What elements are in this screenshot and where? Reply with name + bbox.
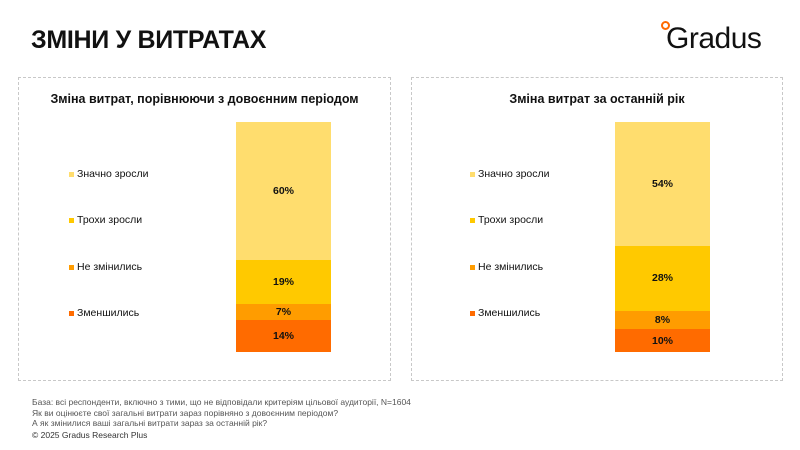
data-label: 14% <box>272 329 294 342</box>
gradus-logo: Gradus <box>666 22 762 55</box>
legend-label: Не змінились <box>478 261 544 273</box>
bar-segment: 10% <box>615 329 710 352</box>
footnote-base: База: всі респонденти, включно з тими, щ… <box>32 397 411 407</box>
page-title: ЗМІНИ У ВИТРАТАХ <box>31 26 267 54</box>
bar-segment: 14% <box>236 319 331 352</box>
legend-item: Трохи зросли <box>69 214 142 226</box>
legend-label: Зменшились <box>478 307 541 319</box>
chart-title: Зміна витрат за останній рік <box>509 92 685 106</box>
legend-item: Не змінились <box>470 261 543 273</box>
footnote-question-1: Як ви оцінюєте свої загальні витрати зар… <box>32 408 339 418</box>
copyright: © 2025 Gradus Research Plus <box>32 430 148 440</box>
legend-swatch <box>470 264 475 270</box>
legend-item: Зменшились <box>470 307 540 319</box>
legend-item: Значно зросли <box>69 168 149 180</box>
legend-item: Трохи зросли <box>470 214 543 226</box>
data-label: 8% <box>654 313 671 326</box>
legend-swatch <box>69 171 74 177</box>
legend-swatch <box>69 264 74 270</box>
bar-segment: 7% <box>236 303 331 320</box>
logo-dot-icon <box>661 21 670 30</box>
legend-label: Трохи зросли <box>478 214 544 226</box>
chart-panel-last-year: Зміна витрат за останній рік 54% Значно з… <box>411 77 783 381</box>
legend-label: Значно зросли <box>77 168 149 180</box>
legend-label: Не змінились <box>77 261 143 273</box>
legend-label: Трохи зросли <box>77 214 143 226</box>
bar-segment: 28% <box>615 246 710 311</box>
chart-title: Зміна витрат, порівнюючи з довоєнним пер… <box>50 92 359 106</box>
legend-item: Значно зросли <box>470 168 550 180</box>
bar-segment: 8% <box>615 310 710 329</box>
bar-segment: 54% <box>615 122 710 247</box>
data-label: 54% <box>651 178 673 191</box>
data-label: 60% <box>272 185 294 197</box>
legend-swatch <box>470 171 475 177</box>
legend-swatch <box>69 217 74 223</box>
bar-segment: 19% <box>236 260 331 304</box>
legend-item: Не змінились <box>69 261 142 273</box>
legend-item: Зменшились <box>69 307 139 319</box>
data-label: 28% <box>651 272 673 285</box>
legend-label: Зменшились <box>77 307 140 319</box>
chart-panel-prewar: Зміна витрат, порівнюючи з довоєнним пер… <box>18 77 391 381</box>
legend-swatch <box>470 217 475 223</box>
data-label: 19% <box>272 275 294 288</box>
footnote-question-2: А як змінилися ваші загальні витрати зар… <box>32 418 268 428</box>
bar-segment: 60% <box>236 122 331 260</box>
data-label: 10% <box>651 334 673 347</box>
legend-swatch <box>470 310 475 316</box>
legend-swatch <box>69 310 74 316</box>
data-label: 7% <box>275 305 292 318</box>
legend-label: Значно зросли <box>478 168 550 180</box>
